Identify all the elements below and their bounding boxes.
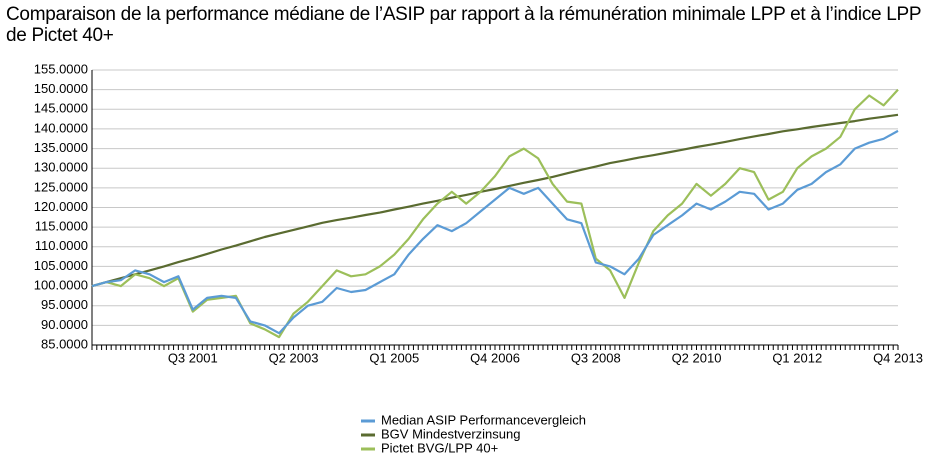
y-tick-label: 100.0000 (34, 278, 88, 293)
y-tick-label: 135.0000 (34, 140, 88, 155)
x-tick-label: Q3 2001 (168, 350, 218, 365)
legend-label: Median ASIP Performancevergleich (381, 412, 586, 427)
x-tick-label: Q2 2003 (269, 350, 319, 365)
y-tick-label: 110.0000 (35, 238, 88, 253)
x-tick-label: Q1 2005 (369, 350, 419, 365)
x-tick-label: Q1 2012 (772, 350, 822, 365)
y-tick-label: 90.0000 (41, 317, 88, 332)
y-tick-label: 155.0000 (34, 61, 88, 76)
series-line (91, 113, 899, 288)
y-tick-label: 130.0000 (34, 160, 88, 175)
legend-label: BGV Mindestverzinsung (381, 426, 520, 441)
x-tick-label: Q3 2008 (571, 350, 621, 365)
y-tick-label: 145.0000 (34, 101, 88, 116)
y-tick-label: 115.0000 (35, 219, 88, 234)
x-tick-label: Q4 2013 (873, 350, 923, 365)
chart-title: Comparaison de la performance médiane de… (6, 4, 921, 46)
y-tick-label: 95.0000 (41, 297, 88, 312)
series-line (91, 129, 899, 335)
y-tick-label: 125.0000 (34, 179, 88, 194)
y-tick-label: 120.0000 (34, 199, 88, 214)
series-line (91, 88, 899, 339)
x-tick-label: Q4 2006 (470, 350, 520, 365)
legend-label: Pictet BVG/LPP 40+ (381, 440, 498, 455)
y-tick-label: 85.0000 (41, 336, 88, 351)
y-tick-label: 150.0000 (34, 81, 88, 96)
y-tick-label: 140.0000 (34, 120, 88, 135)
x-tick-label: Q2 2010 (672, 350, 722, 365)
y-tick-label: 105.0000 (34, 258, 88, 273)
